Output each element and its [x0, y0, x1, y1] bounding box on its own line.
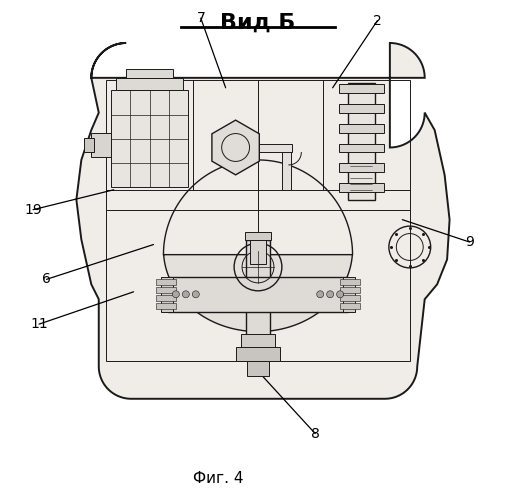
Bar	[161, 277, 173, 312]
Bar	[156, 279, 176, 285]
Circle shape	[192, 291, 199, 298]
Bar	[240, 334, 276, 349]
Bar	[91, 133, 111, 158]
Bar	[236, 346, 280, 361]
Text: Вид Б: Вид Б	[220, 13, 296, 33]
Bar	[250, 144, 292, 153]
Circle shape	[327, 291, 334, 298]
Bar	[111, 90, 188, 187]
Text: Фиг. 4: Фиг. 4	[193, 471, 244, 486]
Bar	[106, 80, 410, 361]
Bar	[156, 287, 176, 293]
Bar	[156, 295, 176, 301]
Bar	[247, 361, 269, 376]
Bar	[340, 279, 360, 285]
Bar	[338, 84, 384, 93]
Polygon shape	[76, 43, 449, 399]
Text: 19: 19	[24, 203, 42, 217]
Bar	[338, 144, 384, 153]
Bar	[338, 124, 384, 133]
Circle shape	[317, 291, 324, 298]
Bar	[246, 240, 270, 339]
Text: 7: 7	[197, 11, 205, 25]
Bar	[84, 138, 94, 153]
Bar	[340, 303, 360, 309]
Polygon shape	[212, 120, 260, 175]
Bar	[282, 153, 292, 190]
Bar	[338, 183, 384, 192]
Text: 9: 9	[465, 235, 474, 249]
Text: 11: 11	[30, 317, 48, 331]
Polygon shape	[164, 254, 352, 332]
Bar	[338, 104, 384, 113]
Text: 6: 6	[42, 272, 51, 286]
Bar	[116, 78, 183, 90]
Text: 8: 8	[311, 427, 320, 441]
Bar	[168, 277, 348, 312]
Circle shape	[336, 291, 344, 298]
Bar	[343, 277, 355, 312]
Bar	[245, 232, 271, 240]
Text: 2: 2	[373, 13, 382, 27]
Bar	[348, 83, 375, 200]
Bar	[126, 69, 173, 78]
Bar	[338, 163, 384, 172]
Bar	[156, 303, 176, 309]
Bar	[340, 295, 360, 301]
Bar	[340, 287, 360, 293]
Bar	[250, 235, 266, 264]
Circle shape	[172, 291, 180, 298]
Circle shape	[182, 291, 189, 298]
